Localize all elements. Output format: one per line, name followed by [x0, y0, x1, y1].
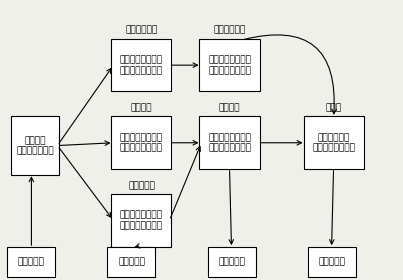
FancyBboxPatch shape [11, 116, 59, 175]
FancyBboxPatch shape [307, 247, 355, 277]
FancyBboxPatch shape [112, 116, 172, 169]
FancyBboxPatch shape [208, 247, 256, 277]
FancyBboxPatch shape [108, 247, 156, 277]
FancyBboxPatch shape [112, 194, 172, 247]
FancyBboxPatch shape [303, 116, 364, 169]
Text: बाज: बाज [326, 103, 342, 112]
Text: चूहा: चूहा [131, 103, 152, 112]
Text: द्वितीयक
उपभोक्ता: द्वितीयक उपभोक्ता [208, 133, 251, 153]
FancyBboxPatch shape [112, 39, 172, 92]
Text: अपघटक: अपघटक [218, 258, 245, 267]
Text: प्राथमिक
उपभोक्ता: प्राथमिक उपभोक्ता [120, 55, 163, 75]
Text: टिड्डा: टिड्डा [125, 26, 158, 35]
Text: अपघटक: अपघटक [118, 258, 145, 267]
Text: पौधे
उत्पादक: पौधे उत्पादक [17, 136, 54, 155]
Text: अपघटक: अपघटक [318, 258, 345, 267]
Text: खरगोश: खरगोश [128, 181, 155, 190]
Text: प्राथमिक
उपभोक्ता: प्राथमिक उपभोक्ता [120, 133, 163, 153]
FancyBboxPatch shape [7, 247, 56, 277]
Text: अपघटक: अपघटक [18, 258, 45, 267]
Text: प्राथमिक
उपभोक्ता: प्राथमिक उपभोक्ता [120, 211, 163, 230]
FancyBboxPatch shape [199, 116, 260, 169]
FancyBboxPatch shape [199, 39, 260, 92]
Text: छिपकली: छिपकली [214, 26, 246, 35]
Text: साँप: साँप [219, 103, 240, 112]
Text: द्वितीयक
उपभोक्ता: द्वितीयक उपभोक्ता [208, 55, 251, 75]
Text: तृतीयक
उपभोक्ता: तृतीयक उपभोक्ता [312, 133, 355, 153]
